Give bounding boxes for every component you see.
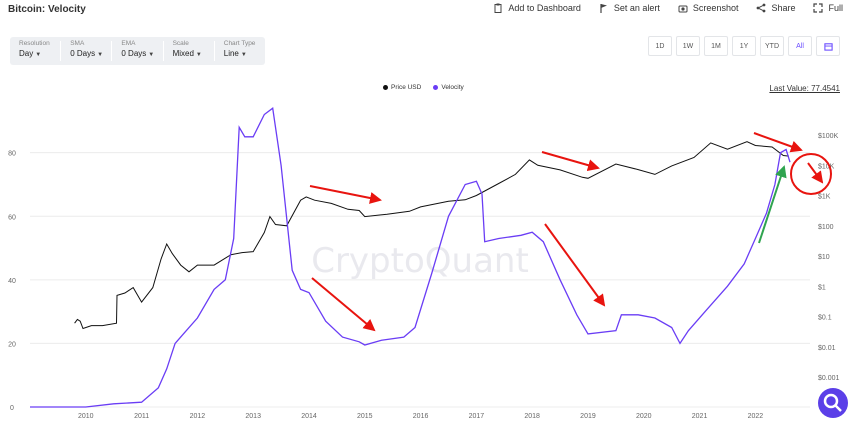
last-value: Last Value: 77.4541 xyxy=(769,84,840,93)
caret-down-icon: ▼ xyxy=(148,52,155,58)
chart-settings-bar: Resolution Day ▼ SMA 0 Days ▼ EMA 0 Days ▼ … xyxy=(10,37,265,65)
caret-down-icon: ▼ xyxy=(240,52,247,58)
calendar-icon xyxy=(823,42,833,51)
toolbar: Add to Dashboard Set an alert Screenshot… xyxy=(493,3,843,13)
y-right-tick-label: $100K xyxy=(818,133,839,140)
range-1y[interactable]: 1Y xyxy=(732,36,756,56)
red-arrow xyxy=(311,277,376,332)
range-1m[interactable]: 1M xyxy=(704,36,728,56)
set-alert-button[interactable]: Set an alert xyxy=(599,3,660,13)
y-right-tick-label: $0.1 xyxy=(818,315,832,322)
share-label: Share xyxy=(771,3,796,13)
clipboard-icon xyxy=(494,3,502,13)
screenshot-label: Screenshot xyxy=(692,3,739,13)
red-arrow xyxy=(544,223,606,307)
fullscreen-button[interactable]: Full xyxy=(813,3,843,13)
red-arrow xyxy=(541,151,600,172)
x-tick-label: 2021 xyxy=(692,413,708,420)
x-tick-label: 2014 xyxy=(301,413,317,420)
red-arrow xyxy=(753,132,803,153)
expand-icon xyxy=(813,3,824,13)
red-arrow xyxy=(807,162,824,184)
x-tick-label: 2011 xyxy=(134,413,149,420)
y-left-tick-label: 40 xyxy=(8,278,16,285)
add-to-dashboard-label: Add to Dashboard xyxy=(508,3,581,13)
resolution-select[interactable]: Resolution Day ▼ xyxy=(19,40,50,58)
range-1d[interactable]: 1D xyxy=(648,36,672,56)
x-tick-label: 2018 xyxy=(524,413,540,420)
y-left-tick-label: 0 xyxy=(10,405,14,412)
y-right-tick-label: $0.001 xyxy=(818,375,840,382)
search-icon xyxy=(823,393,842,412)
range-ytd[interactable]: YTD xyxy=(760,36,784,56)
search-button[interactable] xyxy=(818,388,848,418)
range-1w[interactable]: 1W xyxy=(676,36,700,56)
set-alert-label: Set an alert xyxy=(613,3,660,13)
add-to-dashboard-button[interactable]: Add to Dashboard xyxy=(493,3,581,13)
calendar-button[interactable] xyxy=(816,36,840,56)
range-selector: 1D 1W 1M 1Y YTD All xyxy=(648,36,840,56)
y-right-tick-label: $10 xyxy=(818,254,830,261)
camera-icon xyxy=(678,5,688,13)
share-icon xyxy=(757,3,766,13)
annotations xyxy=(309,132,832,332)
x-tick-label: 2013 xyxy=(245,413,261,420)
price-usd-line xyxy=(74,141,789,330)
y-right-tick-label: $100 xyxy=(818,224,834,231)
x-tick-label: 2020 xyxy=(636,413,652,420)
y-right-tick-label: $10K xyxy=(818,163,835,170)
x-tick-label: 2015 xyxy=(357,413,373,420)
legend-velocity[interactable]: Velocity xyxy=(433,84,464,91)
y-right-tick-label: $1 xyxy=(818,284,826,291)
sma-select[interactable]: SMA 0 Days ▼ xyxy=(70,40,104,58)
x-tick-label: 2022 xyxy=(748,413,764,420)
y-left-tick-label: 60 xyxy=(8,214,16,221)
legend-velocity-label: Velocity xyxy=(441,84,464,91)
watermark: CryptoQuant xyxy=(311,241,529,281)
flag-icon xyxy=(600,4,607,13)
y-left-tick-label: 80 xyxy=(8,151,16,158)
x-tick-label: 2010 xyxy=(78,413,94,420)
y-left-tick-label: 20 xyxy=(8,341,16,348)
x-tick-label: 2017 xyxy=(469,413,485,420)
highlight-circle xyxy=(790,153,832,195)
y-right-tick-label: $1K xyxy=(818,194,831,201)
velocity-dot-icon xyxy=(433,85,439,90)
chart-legend: Price USD Velocity xyxy=(383,84,464,91)
fullscreen-label: Full xyxy=(828,3,843,13)
screenshot-button[interactable]: Screenshot xyxy=(678,3,739,13)
x-tick-label: 2016 xyxy=(413,413,429,420)
y-right-tick-label: $0.01 xyxy=(818,345,836,352)
scale-select[interactable]: Scale Mixed ▼ xyxy=(172,40,202,58)
green-arrow xyxy=(758,165,787,244)
caret-down-icon: ▼ xyxy=(97,52,104,58)
price-dot-icon xyxy=(383,85,388,90)
legend-price-label: Price USD xyxy=(391,84,422,91)
ema-select[interactable]: EMA 0 Days ▼ xyxy=(121,40,155,58)
caret-down-icon: ▼ xyxy=(195,52,202,58)
share-button[interactable]: Share xyxy=(756,3,795,13)
x-tick-label: 2012 xyxy=(190,413,206,420)
red-arrow xyxy=(309,185,382,204)
chart-type-select[interactable]: Chart Type Line ▼ xyxy=(223,40,256,58)
page-title: Bitcoin: Velocity xyxy=(8,4,86,15)
range-all[interactable]: All xyxy=(788,36,812,56)
x-tick-label: 2019 xyxy=(580,413,596,420)
legend-price[interactable]: Price USD xyxy=(383,84,421,91)
caret-down-icon: ▼ xyxy=(35,52,42,58)
velocity-line xyxy=(30,107,791,408)
